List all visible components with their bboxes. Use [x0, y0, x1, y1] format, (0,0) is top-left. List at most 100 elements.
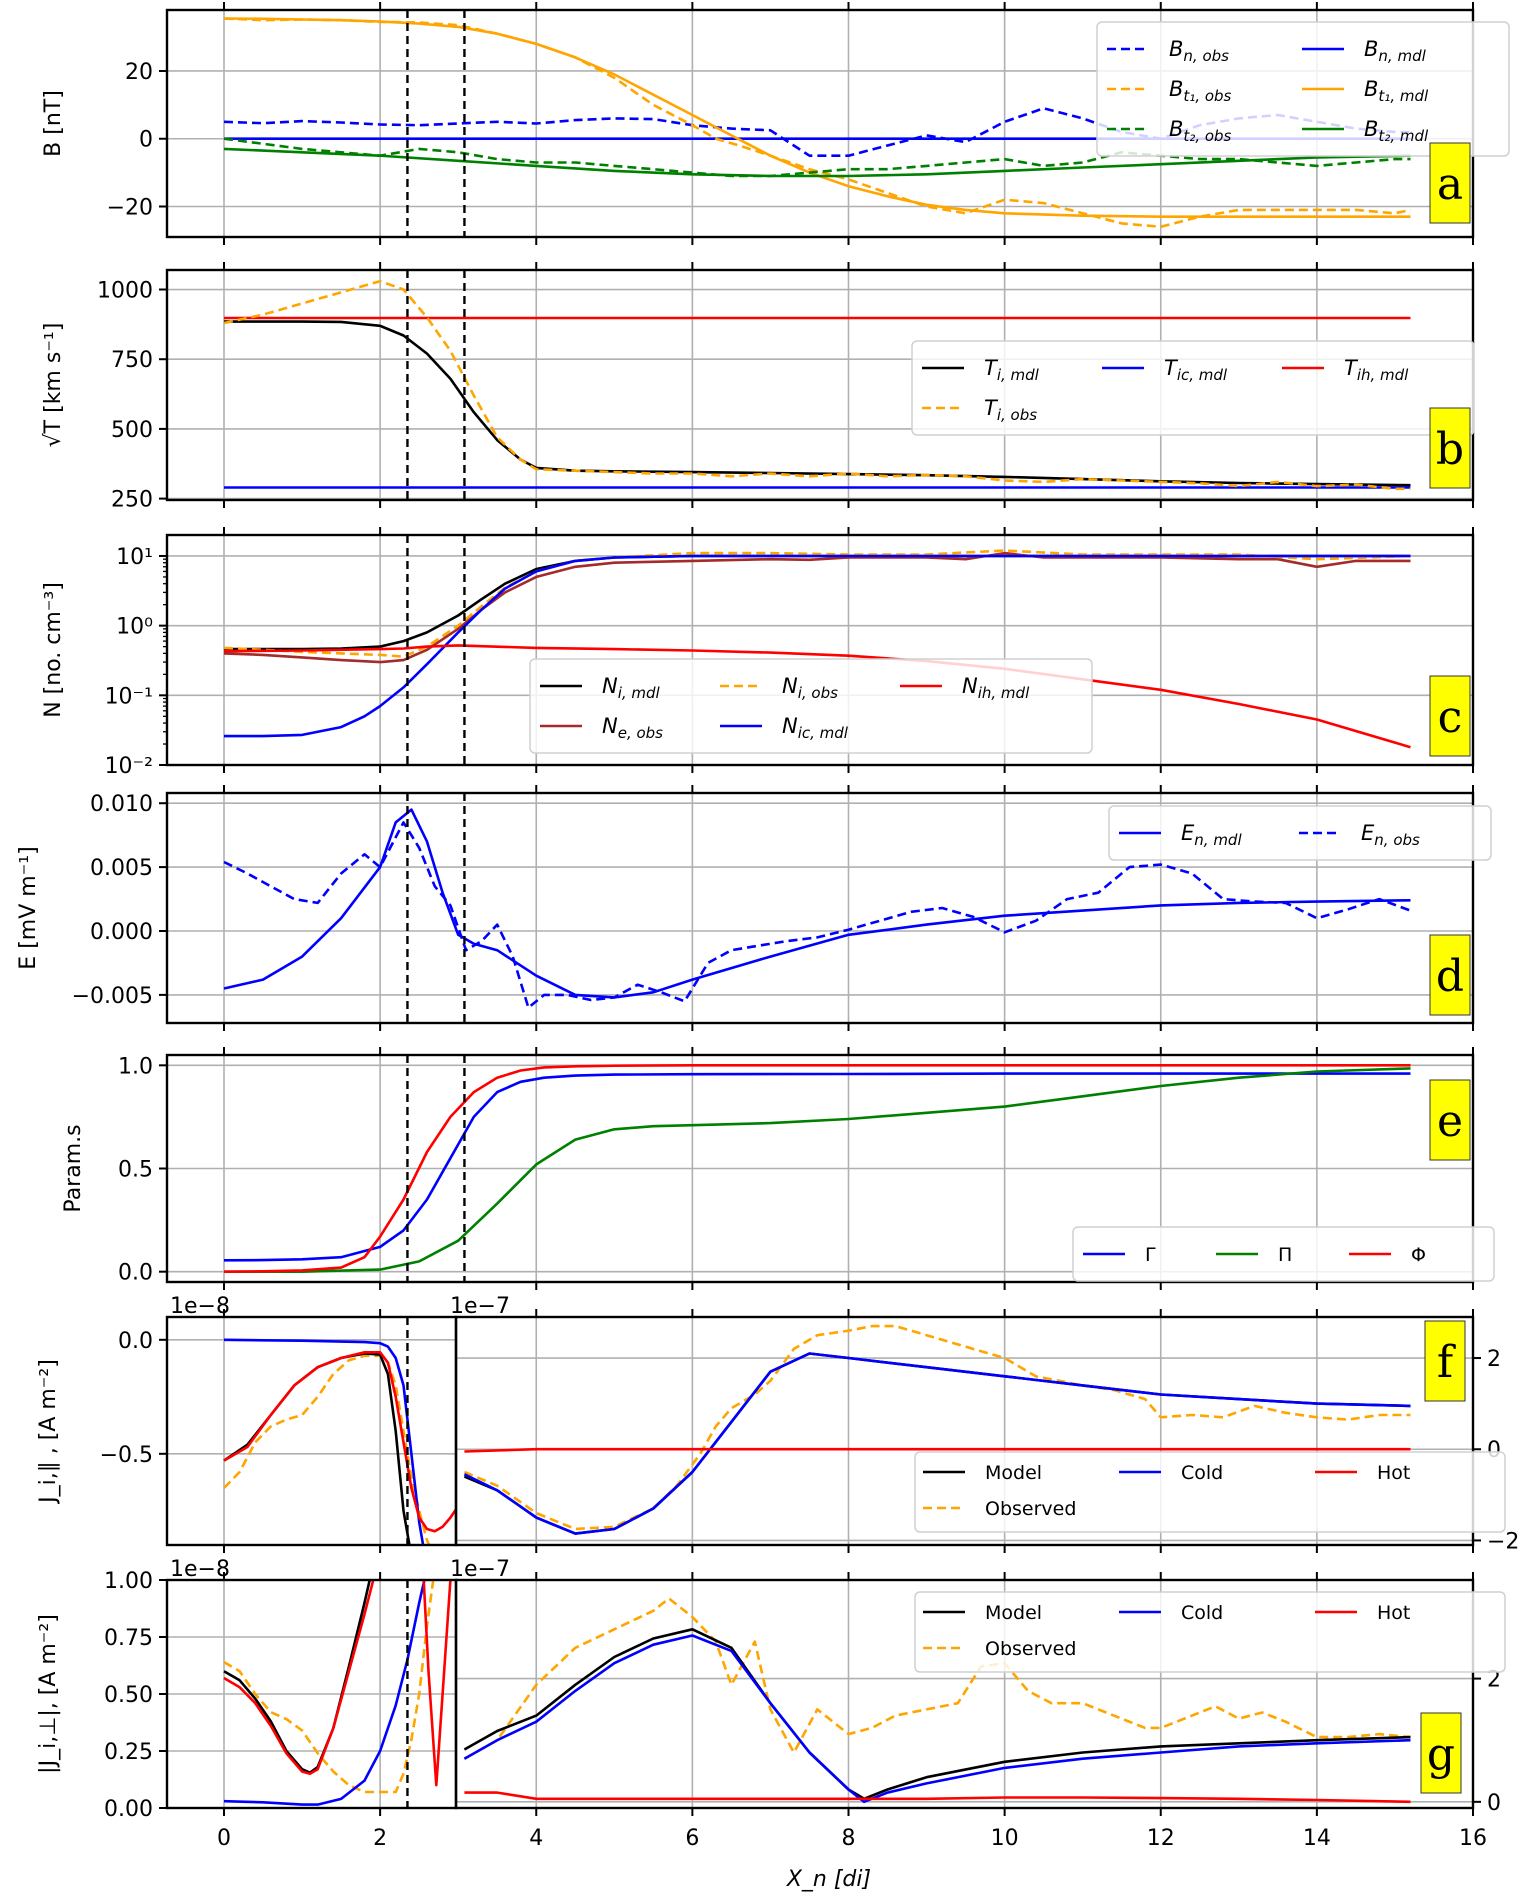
y-tick-label: 20: [125, 60, 153, 85]
panel-tag-box: [1429, 142, 1471, 224]
panel-g: 0.00 0.25 0.50 0.75 1.00 0 2 1e−8 1e−7 Model Cold H…: [36, 1557, 1506, 1822]
panel-tag-box: [1429, 934, 1471, 1016]
legend-label: Cold: [1181, 1602, 1223, 1624]
panel-d: −0.005 0.000 0.005 0.010 En, mdl En, obs d E [m…: [16, 785, 1492, 1031]
legend-label: Model: [985, 1602, 1042, 1624]
y-tick-label: 1.0: [118, 1054, 153, 1079]
y-tick-label: 1000: [97, 279, 153, 304]
y-tick-label: 500: [111, 418, 153, 443]
panel-tag-box: [1429, 1079, 1471, 1161]
x-tick-label: 0: [217, 1826, 231, 1851]
y-axis-label: N [no. cm⁻³]: [41, 582, 66, 718]
legend-label: Φ: [1411, 1244, 1426, 1266]
series-Hot-right: [464, 1447, 1411, 1453]
legend-label: Observed: [985, 1498, 1076, 1520]
panel-tag-letter: d: [1436, 951, 1464, 1002]
y-tick-label: 0.005: [90, 856, 153, 881]
legend-label: Bt₂, obs: [1169, 117, 1232, 145]
series-group-right: [463, 1597, 1411, 1804]
panel-tag-box: [1420, 1712, 1462, 1794]
series-Hot-left: [223, 1580, 452, 1787]
series-Cold-left: [223, 1580, 426, 1806]
series-Φ: [223, 1064, 1411, 1273]
series-group: [223, 549, 1411, 749]
series-Observed-left: [223, 1354, 431, 1545]
series-group-left: [223, 1580, 452, 1806]
y-axis-label: E [mV m⁻¹]: [16, 846, 41, 969]
y-tick-label-left: 0.0: [118, 1329, 153, 1354]
panel-tag-box: [1429, 407, 1471, 489]
y-tick-label: −20: [107, 196, 153, 221]
panel-tag-letter: g: [1427, 1729, 1455, 1780]
legend-label: Bt₁, obs: [1169, 77, 1232, 105]
legend-label: Nih, mdl: [962, 674, 1030, 702]
legend-label: Observed: [985, 1638, 1076, 1660]
y-tick-label: 0.0: [118, 1261, 153, 1286]
series-N_e,obs: [223, 551, 1411, 664]
x-tick-label: 8: [842, 1826, 856, 1851]
axes-frame: [165, 791, 1475, 1025]
series-B_t1,mdl: [223, 17, 1411, 218]
legend-label: Π: [1278, 1244, 1292, 1266]
legend-label: Tih, mdl: [1344, 356, 1409, 384]
axes-frame-left: [165, 1315, 458, 1547]
series-Γ: [223, 1072, 1411, 1262]
legend: En, mdl En, obs: [1108, 805, 1492, 861]
y-axis-label: J_i,∥ , [A m⁻²]: [36, 1359, 61, 1505]
x-tick-label: 10: [991, 1826, 1019, 1851]
offset-label-right: 1e−7: [450, 1557, 510, 1582]
legend-label: Tic, mdl: [1164, 356, 1228, 384]
panel-tag-box: [1424, 1320, 1466, 1402]
y-tick-label-left: 1.00: [104, 1569, 153, 1594]
series-Model-left: [223, 1580, 372, 1774]
legend-label: Hot: [1377, 1602, 1410, 1624]
series-Cold-right: [463, 1634, 1411, 1804]
legend-label: En, obs: [1361, 821, 1420, 849]
legend-label: Cold: [1181, 1462, 1223, 1484]
series-B_t1,obs: [223, 17, 1411, 229]
series-N_ic,mdl: [224, 554, 1411, 738]
y-axis-label: √T [km s⁻¹]: [41, 323, 66, 448]
y-tick-label: 250: [111, 488, 153, 513]
legend-label: Ti, obs: [984, 396, 1037, 424]
y-axis-label: Param.s: [61, 1124, 86, 1212]
panel-tag-letter: e: [1437, 1096, 1463, 1147]
series-T_i,obs: [223, 279, 1411, 491]
series-group: [223, 17, 1411, 229]
axes-frame: [165, 1053, 1475, 1284]
y-tick-label: 10⁻²: [105, 754, 153, 779]
legend-label: Ni, mdl: [602, 674, 661, 702]
y-axis-label: B [nT]: [41, 90, 66, 157]
y-tick-label-left: 0.00: [104, 1797, 153, 1822]
series-group-right: [463, 1324, 1411, 1535]
series-N_ih,mdl: [223, 644, 1411, 749]
x-tick-label: 14: [1303, 1826, 1331, 1851]
legend-frame: [529, 658, 1093, 754]
y-tick-label: 0: [139, 128, 153, 153]
panel-a: −20 0 20 Bn, obs Bn, mdl Bt₁, obs Bt₁, mdl Bt₂,…: [41, 2, 1510, 245]
legend-frame: [914, 1451, 1506, 1533]
series-Observed-left: [223, 1580, 435, 1794]
series-group: [223, 1064, 1411, 1273]
panel-tag-letter: c: [1438, 692, 1463, 743]
legend: Ti, mdl Tic, mdl Tih, mdl Ti, obs: [911, 340, 1475, 436]
series-group: [223, 279, 1411, 491]
legend-label: Hot: [1377, 1462, 1410, 1484]
series-Cold-left: [223, 1338, 425, 1545]
axes-frame-right: [454, 1315, 1475, 1547]
y-tick-label-right: 0: [1487, 1791, 1501, 1816]
legend-label: Γ: [1145, 1244, 1156, 1266]
series-B_t2,mdl: [223, 147, 1411, 178]
legend-label: Bt₁, mdl: [1364, 77, 1429, 105]
x-tick-label: 12: [1147, 1826, 1175, 1851]
panel-tag-box: [1429, 675, 1471, 757]
legend-label: Bt₂, mdl: [1364, 117, 1429, 145]
axes-frame: [165, 533, 1475, 767]
x-tick-label: 2: [373, 1826, 387, 1851]
series-Hot-left: [223, 1351, 456, 1533]
y-tick-label: 10⁻¹: [105, 684, 153, 709]
panel-tag-letter: b: [1436, 424, 1464, 475]
